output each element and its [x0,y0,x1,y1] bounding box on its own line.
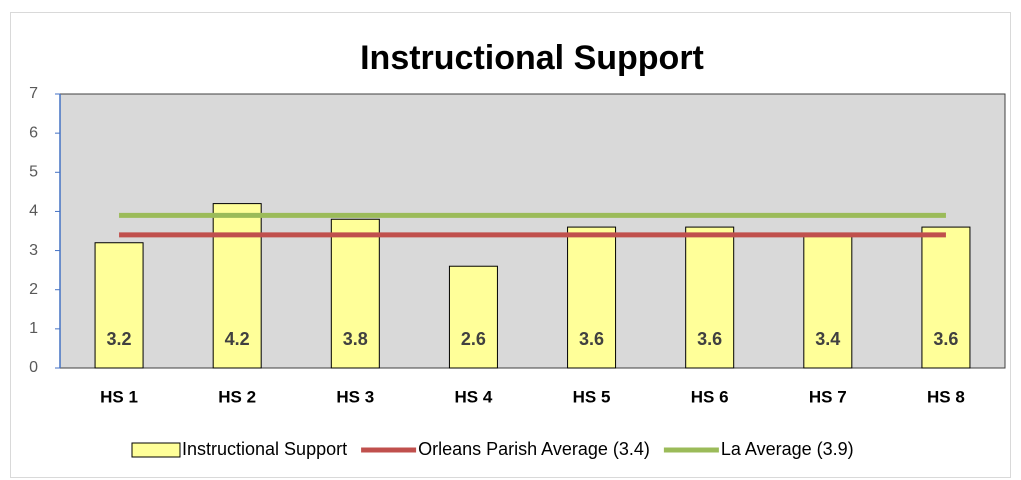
bar [330,218,380,369]
bar [94,242,144,369]
y-tick-label: 2 [29,281,38,298]
x-tick-label: HS 1 [100,387,138,406]
bar [448,265,498,369]
data-label: 3.6 [579,329,604,349]
chart-title: Instructional Support [360,39,704,77]
legend-swatch [131,442,181,458]
y-tick-label: 3 [29,242,38,259]
y-tick-label: 5 [29,164,38,181]
data-label: 3.8 [343,329,368,349]
data-label: 2.6 [461,329,486,349]
bar [921,226,971,369]
legend-label: Orleans Parish Average (3.4) [418,439,650,459]
bar [212,203,262,369]
x-tick-label: HS 4 [455,387,493,406]
y-tick-label: 0 [29,359,38,376]
data-label: 4.2 [225,329,250,349]
x-tick-label: HS 3 [336,387,374,406]
x-tick-label: HS 2 [218,387,256,406]
data-label: 3.6 [697,329,722,349]
data-label: 3.2 [107,329,132,349]
x-tick-label: HS 5 [573,387,611,406]
data-label: 3.6 [933,329,958,349]
legend-label: Instructional Support [182,439,347,459]
plot-area [59,93,1006,369]
y-tick-label: 1 [29,320,38,337]
y-tick-label: 4 [29,203,38,220]
legend-label: La Average (3.9) [721,439,854,459]
bar [685,226,735,369]
x-tick-label: HS 6 [691,387,729,406]
x-tick-label: HS 7 [809,387,847,406]
data-label: 3.4 [815,329,840,349]
y-tick-label: 6 [29,124,38,141]
y-tick-label: 7 [29,85,38,102]
bar [567,226,617,369]
bar [803,234,853,369]
x-tick-label: HS 8 [927,387,965,406]
